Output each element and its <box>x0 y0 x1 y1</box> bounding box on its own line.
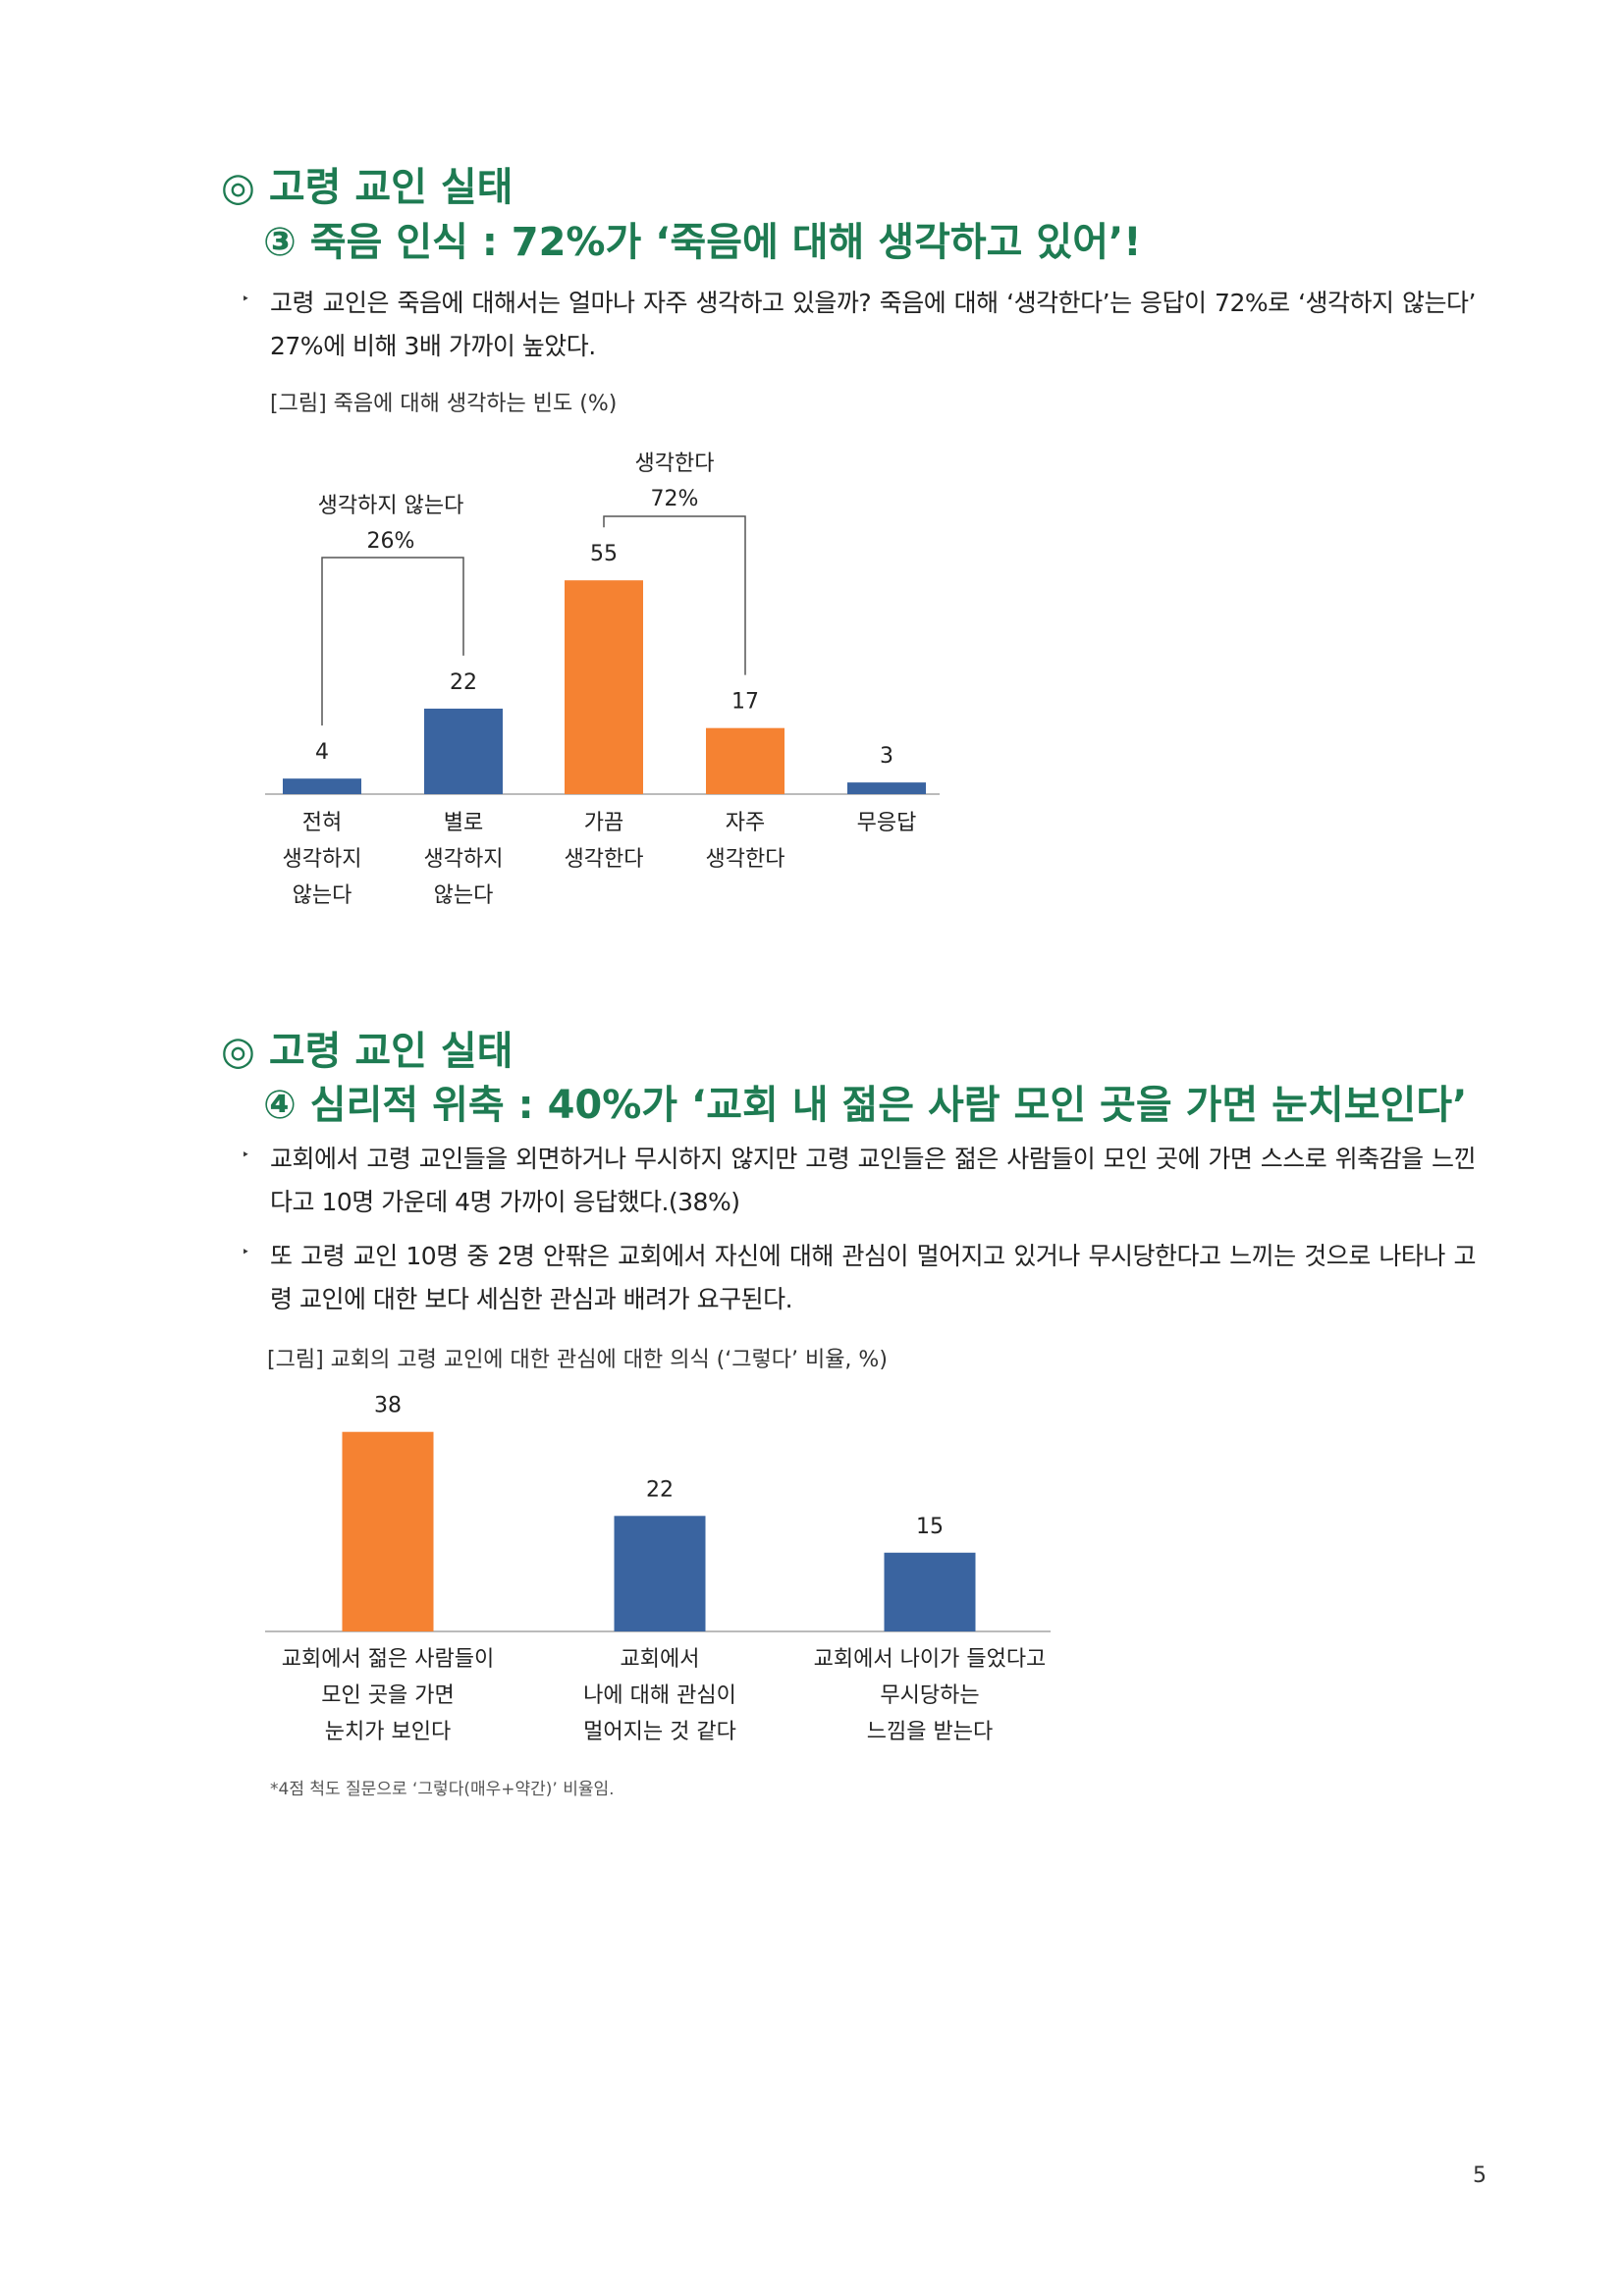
annotation: 생각한다 <box>635 452 715 476</box>
value-label: 55 <box>590 542 618 566</box>
value-label: 17 <box>731 690 759 715</box>
category-label: 교회에서 나이가 들었다고 무시당하는 느낌을 받는다 <box>814 1647 1047 1744</box>
bar <box>706 727 784 794</box>
annotation: 26% <box>367 529 415 554</box>
annotation: 72% <box>651 487 699 511</box>
bar <box>342 1431 434 1631</box>
value-label: 15 <box>916 1515 944 1539</box>
chart-caption: [그림] 죽음에 대해 생각하는 빈도 (%) <box>270 392 618 416</box>
heading: ◎ 고령 교인 실태 <box>221 165 514 210</box>
bullet-text: 고령 교인은 죽음에 대해서는 얼마나 자주 생각하고 있을까? 죽음에 대해 … <box>270 289 1477 360</box>
bullet-marker: ‣ <box>242 1245 250 1260</box>
subheading: ④ 심리적 위축 : 40%가 ‘교회 내 젊은 사람 모인 곳을 가면 눈치보… <box>263 1083 1468 1128</box>
value-label: 22 <box>646 1477 674 1502</box>
category-label: 교회에서 젊은 사람들이 모인 곳을 가면 눈치가 보인다 <box>282 1647 494 1744</box>
bar <box>283 778 361 794</box>
value-label: 22 <box>450 670 477 695</box>
bar <box>565 580 643 794</box>
category-label: 무응답 <box>857 811 917 835</box>
bar <box>847 782 926 794</box>
chart-caption: [그림] 교회의 고령 교인에 대한 관심에 대한 의식 (‘그렇다’ 비율, … <box>267 1348 888 1372</box>
bullet-marker: ‣ <box>242 292 250 307</box>
category-label: 가끔 생각한다 <box>565 811 644 872</box>
bar <box>424 708 503 794</box>
bullet-marker: ‣ <box>242 1148 250 1163</box>
subheading: ③ 죽음 인식 : 72%가 ‘죽음에 대해 생각하고 있어’! <box>263 220 1142 265</box>
category-label: 교회에서 나에 대해 관심이 멀어지는 것 같다 <box>583 1647 736 1744</box>
page-number: 5 <box>1473 2163 1487 2188</box>
value-label: 38 <box>374 1394 402 1418</box>
category-label: 자주 생각한다 <box>706 811 785 872</box>
bar <box>884 1552 976 1631</box>
footnote: *4점 척도 질문으로 ‘그렇다(매우+약간)’ 비율임. <box>270 1780 615 1799</box>
bracket <box>321 557 464 726</box>
value-label: 4 <box>315 740 329 765</box>
heading: ◎ 고령 교인 실태 <box>221 1029 514 1074</box>
annotation: 생각하지 않는다 <box>318 494 464 518</box>
value-label: 3 <box>880 744 893 769</box>
bracket <box>603 515 746 675</box>
bullet-text: 교회에서 고령 교인들을 외면하거나 무시하지 않지만 고령 교인들은 젊은 사… <box>270 1145 1477 1216</box>
bar <box>614 1516 706 1631</box>
bullet-text: 또 고령 교인 10명 중 2명 안팎은 교회에서 자신에 대해 관심이 멀어지… <box>270 1242 1477 1313</box>
category-label: 별로 생각하지 않는다 <box>424 811 504 908</box>
category-label: 전혀 생각하지 않는다 <box>283 811 362 908</box>
